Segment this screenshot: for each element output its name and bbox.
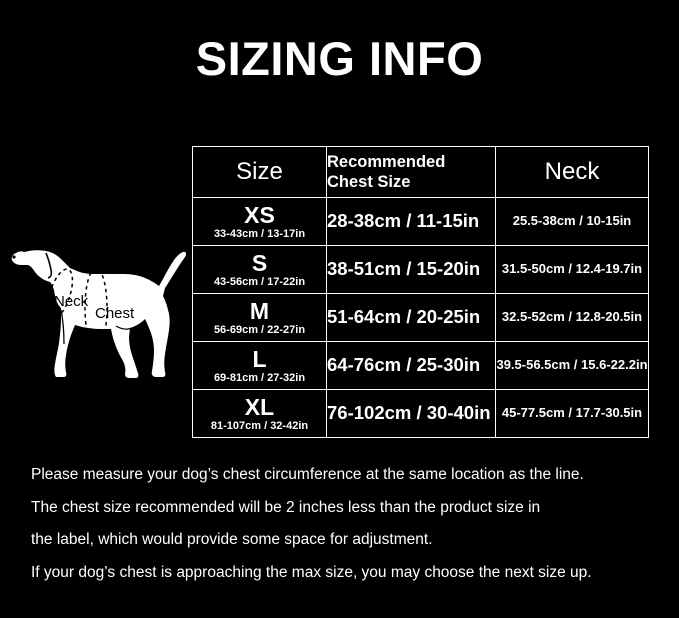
page-title: SIZING INFO <box>195 32 484 85</box>
dog-nose <box>12 255 16 259</box>
note-line: the label, which would provide some spac… <box>31 531 433 549</box>
table-row: L 69-81cm / 27-32in 64-76cm / 25-30in 39… <box>192 341 649 390</box>
dog-illustration: Neck Chest <box>8 222 194 392</box>
size-label: L <box>252 345 267 372</box>
cell-neck: 39.5-56.5cm / 15.6-22.2in <box>495 341 649 390</box>
size-label: M <box>249 297 270 324</box>
header-size: Size <box>192 146 327 198</box>
size-label: XS <box>244 201 275 228</box>
size-sublabel: 69-81cm / 27-32in <box>213 372 306 385</box>
size-sublabel: 81-107cm / 32-42in <box>210 420 309 433</box>
table-row: S 43-56cm / 17-22in 38-51cm / 15-20in 31… <box>192 245 649 294</box>
cell-size: XS 33-43cm / 13-17in <box>192 197 327 246</box>
note-line: If your dog’s chest is approaching the m… <box>31 563 592 581</box>
cell-neck: 25.5-38cm / 10-15in <box>495 197 649 246</box>
cell-size: S 43-56cm / 17-22in <box>192 245 327 294</box>
chest-measure-ellipse <box>84 267 108 349</box>
cell-neck: 31.5-50cm / 12.4-19.7in <box>495 245 649 294</box>
dog-hind-leg-line <box>129 331 146 358</box>
instruction-notes: Please measure your dog’s chest circumfe… <box>31 466 651 596</box>
neck-label: Neck <box>54 293 89 310</box>
header-neck: Neck <box>495 146 649 198</box>
cell-chest: 28-38cm / 11-15in <box>326 197 496 246</box>
cell-size: XL 81-107cm / 32-42in <box>192 389 327 438</box>
table-row: XL 81-107cm / 32-42in 76-102cm / 30-40in… <box>192 389 649 438</box>
dog-silhouette-path <box>11 250 187 378</box>
header-chest-line2: Chest Size <box>327 173 411 191</box>
note-line: Please measure your dog’s chest circumfe… <box>31 466 584 483</box>
size-sublabel: 43-56cm / 17-22in <box>213 276 306 289</box>
neck-measure-ellipse <box>46 268 74 320</box>
header-chest-line1: Recommended <box>327 152 446 171</box>
dog-ear-path <box>45 252 53 279</box>
size-sublabel: 56-69cm / 22-27in <box>213 324 306 337</box>
size-sublabel: 33-43cm / 13-17in <box>213 228 306 241</box>
cell-chest: 76-102cm / 30-40in <box>326 389 496 438</box>
size-label: S <box>251 249 268 276</box>
size-label: XL <box>244 393 275 420</box>
cell-size: M 56-69cm / 22-27in <box>192 293 327 342</box>
table-row: XS 33-43cm / 13-17in 28-38cm / 11-15in 2… <box>192 197 649 246</box>
cell-chest: 38-51cm / 15-20in <box>326 245 496 294</box>
table-row: M 56-69cm / 22-27in 51-64cm / 20-25in 32… <box>192 293 649 342</box>
chest-label: Chest <box>95 305 135 322</box>
dog-haunch-line <box>115 325 133 330</box>
header-chest-size: Recommended Chest Size <box>326 146 496 198</box>
cell-neck: 32.5-52cm / 12.8-20.5in <box>495 293 649 342</box>
cell-size: L 69-81cm / 27-32in <box>192 341 327 390</box>
sizing-table: Size Recommended Chest Size Neck XS 33-4… <box>192 146 649 438</box>
cell-chest: 51-64cm / 20-25in <box>326 293 496 342</box>
cell-neck: 45-77.5cm / 17.7-30.5in <box>495 389 649 438</box>
note-line: The chest size recommended will be 2 inc… <box>31 498 541 516</box>
table-header-row: Size Recommended Chest Size Neck <box>192 146 649 198</box>
cell-chest: 64-76cm / 25-30in <box>326 341 496 390</box>
